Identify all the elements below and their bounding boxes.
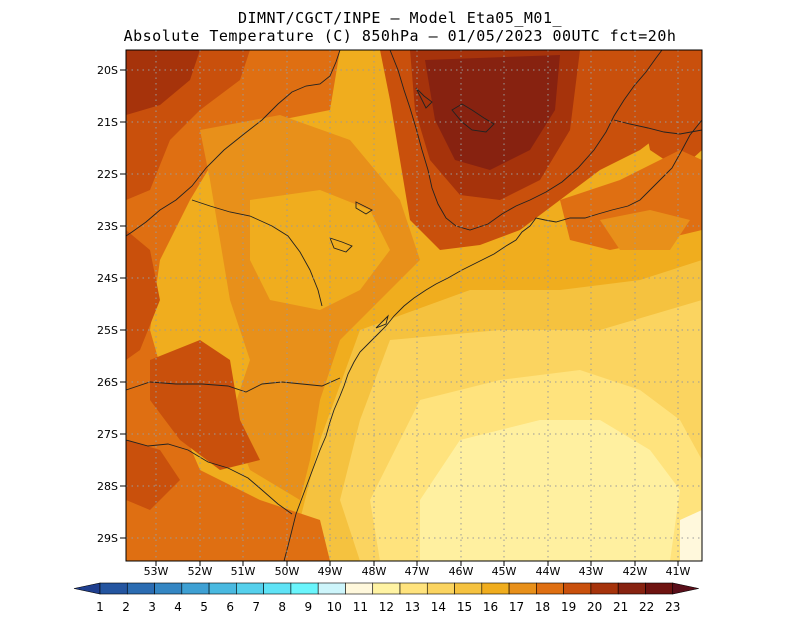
colorbar-cell [590,582,619,595]
lat-label: 22S [97,168,118,181]
lon-label: 46W [449,565,474,578]
colorbar-label: 3 [148,600,156,614]
coastline-and-borders [126,50,702,561]
colorbar-cell [208,582,237,595]
colorbar-cell [536,582,564,595]
colorbar-cell [99,582,128,595]
colorbar-label: 5 [200,600,208,614]
lat-label: 26S [97,376,118,389]
colorbar-label: 23 [665,600,680,614]
colorbar-label: 2 [122,600,130,614]
colorbar-label: 1 [96,600,104,614]
lat-label: 27S [97,428,118,441]
colorbar-cell [154,582,183,595]
colorbar-label: 13 [405,600,420,614]
colorbar-label: 8 [278,600,286,614]
colorbar-label: 11 [353,600,368,614]
colorbar-label: 18 [535,600,550,614]
lon-label: 41W [666,565,691,578]
colorbar-label: 21 [613,600,628,614]
colorbar-cell [454,582,483,595]
colorbar-label: 10 [327,600,342,614]
colorbar-label: 22 [639,600,654,614]
colorbar-cell [563,582,592,595]
map-frame [125,49,703,562]
lon-label: 47W [405,565,430,578]
colorbar-label: 15 [457,600,472,614]
colorbar-cell [181,582,210,595]
colorbar-arrow-high [672,582,699,595]
colorbar-label: 14 [431,600,446,614]
lon-label: 50W [275,565,300,578]
latitude-labels: 20S 21S 22S 23S 24S 25S 26S 27S 28S 29S [97,64,118,545]
temperature-field [126,50,702,561]
lat-label: 21S [97,116,118,129]
lon-label: 51W [231,565,256,578]
colorbar-label: 4 [174,600,182,614]
lon-label: 44W [536,565,561,578]
colorbar-label: 9 [304,600,312,614]
colorbar-cell [372,582,401,595]
colorbar-label: 17 [509,600,524,614]
colorbar-arrow-low [73,582,101,595]
lon-label: 53W [144,565,169,578]
colorbar-cell [508,582,537,595]
colorbar-label: 16 [483,600,498,614]
colorbar-label: 19 [561,600,576,614]
colorbar-cell [345,582,374,595]
colorbar-cell [317,582,346,595]
colorbar-label: 12 [379,600,394,614]
colorbar-cell [617,582,646,595]
lon-label: 48W [362,565,387,578]
lon-label: 43W [579,565,604,578]
lon-label: 49W [318,565,343,578]
lon-label: 52W [188,565,213,578]
colorbar-cell [645,582,674,595]
colorbar-cell [399,582,428,595]
lon-label: 42W [623,565,648,578]
lat-label: 28S [97,480,118,493]
colorbar-cell [290,582,319,595]
colorbar-label: 20 [587,600,602,614]
chart-title-line-1: DIMNT/CGCT/INPE — Model Eta05_M01_ [237,9,563,27]
colorbar: 1 2 3 4 5 6 7 8 9 10 11 12 13 14 15 16 17 18 19 20 21 22 23 [73,582,699,614]
lat-label: 25S [97,324,118,337]
lat-label: 29S [97,532,118,545]
lat-label: 20S [97,64,118,77]
lon-label: 45W [492,565,517,578]
colorbar-cell [126,582,155,595]
colorbar-cell [263,582,292,595]
chart-title-line-2: Absolute Temperature (C) 850hPa — 01/05/… [123,27,677,45]
colorbar-cell [236,582,264,595]
colorbar-label: 6 [226,600,234,614]
lat-label: 23S [97,220,118,233]
longitude-labels: 53W 52W 51W 50W 49W 48W 47W 46W 45W 44W … [144,565,691,578]
colorbar-cell [426,582,455,595]
colorbar-cell [481,582,510,595]
lat-label: 24S [97,272,118,285]
colorbar-label: 7 [252,600,260,614]
map-grid [126,50,702,561]
axis-ticks [120,69,679,566]
